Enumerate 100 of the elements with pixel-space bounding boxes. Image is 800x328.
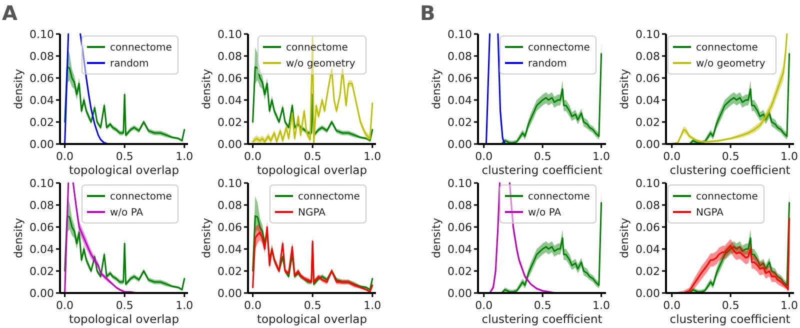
x-axis-title: topological overlap <box>256 312 368 326</box>
y-tick-label: 0.06 <box>636 72 660 85</box>
y-tick-label: 0.02 <box>30 264 54 278</box>
y-tick-label: 0.02 <box>218 264 242 278</box>
y-tick-label: 0.00 <box>636 138 660 151</box>
y-axis-title: density <box>430 68 443 110</box>
y-tick-label: 0.06 <box>448 72 472 85</box>
x-tick-label: 0.0 <box>244 299 262 312</box>
legend-label: connectome <box>528 42 590 54</box>
y-tick-label: 0.04 <box>30 242 54 256</box>
x-tick-label: 1.0 <box>592 150 610 163</box>
y-tick-label: 0.04 <box>218 242 242 256</box>
text: B <box>420 1 436 25</box>
x-tick-label: 1.0 <box>364 299 382 312</box>
x-axis-title: topological overlap <box>256 163 368 177</box>
x-tick-label: 0.0 <box>244 150 262 163</box>
y-tick-label: 0.04 <box>448 94 472 107</box>
x-tick-label: 1.0 <box>780 150 798 163</box>
y-tick-label: 0.10 <box>448 176 472 190</box>
y-tick-label: 0.00 <box>218 286 242 300</box>
y-tick-label: 0.06 <box>218 72 242 85</box>
y-tick-label: 0.04 <box>636 94 660 107</box>
x-tick-label: 0.0 <box>475 299 493 312</box>
legend-label: connectome <box>528 192 590 202</box>
y-tick-label: 0.10 <box>636 28 660 41</box>
y-tick-label: 0.02 <box>448 116 472 129</box>
y-axis-title: density <box>618 68 631 110</box>
x-tick-label: 0.0 <box>663 150 681 163</box>
y-tick-label: 0.08 <box>448 50 472 63</box>
y-tick-label: 0.06 <box>636 220 660 234</box>
legend-label: w/o PA <box>528 208 562 218</box>
y-tick-label: 0.00 <box>30 138 54 151</box>
text: A <box>2 1 18 25</box>
y-tick-label: 0.06 <box>448 220 472 234</box>
x-axis-title: clustering coefficient <box>670 163 791 177</box>
y-tick-label: 0.10 <box>448 28 472 41</box>
y-tick-label: 0.10 <box>218 176 242 190</box>
y-tick-label: 0.02 <box>30 116 54 129</box>
x-tick-label: 0.5 <box>722 150 740 163</box>
y-axis-title: density <box>200 217 213 258</box>
y-tick-label: 0.10 <box>218 28 242 41</box>
x-tick-label: 0.0 <box>475 150 493 163</box>
y-tick-label: 0.02 <box>636 116 660 129</box>
y-tick-label: 0.06 <box>30 72 54 85</box>
y-tick-label: 0.06 <box>30 220 54 234</box>
y-tick-label: 0.02 <box>636 264 660 278</box>
y-tick-label: 0.08 <box>636 198 660 212</box>
legend-label: random <box>528 58 567 70</box>
legend-label: NGPA <box>298 208 326 218</box>
legend-label: connectome <box>110 42 172 54</box>
x-tick-label: 0.5 <box>304 150 322 163</box>
x-axis-title: clustering coefficient <box>670 312 791 326</box>
y-tick-label: 0.10 <box>30 28 54 41</box>
y-tick-label: 0.00 <box>448 286 472 300</box>
legend-label: random <box>110 58 149 70</box>
y-tick-label: 0.08 <box>218 50 242 63</box>
x-tick-label: 0.5 <box>534 299 552 312</box>
y-tick-label: 0.00 <box>30 286 54 300</box>
y-tick-label: 0.00 <box>218 138 242 151</box>
legend-label: w/o PA <box>110 208 144 218</box>
x-tick-label: 0.0 <box>56 150 74 163</box>
legend-label: connectome <box>110 192 172 202</box>
y-tick-label: 0.04 <box>448 242 472 256</box>
y-tick-label: 0.00 <box>636 286 660 300</box>
y-axis-title: density <box>618 217 631 258</box>
y-tick-label: 0.08 <box>218 198 242 212</box>
x-axis-title: topological overlap <box>68 163 180 177</box>
x-tick-label: 0.5 <box>534 150 552 163</box>
y-axis-title: density <box>12 217 25 258</box>
y-axis-title: density <box>430 217 443 258</box>
y-tick-label: 0.02 <box>448 264 472 278</box>
y-tick-label: 0.08 <box>30 198 54 212</box>
x-axis-title: clustering coefficient <box>482 312 603 326</box>
y-tick-label: 0.02 <box>218 116 242 129</box>
y-tick-label: 0.08 <box>30 50 54 63</box>
x-tick-label: 0.0 <box>56 299 74 312</box>
legend-label: connectome <box>696 42 758 54</box>
legend-label: w/o geometry <box>696 58 766 70</box>
y-tick-label: 0.08 <box>636 50 660 63</box>
x-tick-label: 0.5 <box>722 299 740 312</box>
legend-label: NGPA <box>696 208 724 218</box>
x-tick-label: 0.5 <box>116 150 134 163</box>
y-tick-label: 0.04 <box>636 242 660 256</box>
y-tick-label: 0.04 <box>218 94 242 107</box>
x-axis-title: clustering coefficient <box>482 163 603 177</box>
y-axis-title: density <box>12 68 25 110</box>
legend-label: connectome <box>696 192 758 202</box>
legend-label: connectome <box>298 192 360 202</box>
x-tick-label: 1.0 <box>592 299 610 312</box>
x-tick-label: 1.0 <box>176 150 194 163</box>
x-tick-label: 1.0 <box>364 150 382 163</box>
x-tick-label: 1.0 <box>780 299 798 312</box>
y-tick-label: 0.06 <box>218 220 242 234</box>
y-tick-label: 0.08 <box>448 198 472 212</box>
y-axis-title: density <box>200 68 213 110</box>
x-tick-label: 0.0 <box>663 299 681 312</box>
y-tick-label: 0.10 <box>636 176 660 190</box>
y-tick-label: 0.04 <box>30 94 54 107</box>
x-tick-label: 0.5 <box>116 299 134 312</box>
x-tick-label: 1.0 <box>176 299 194 312</box>
